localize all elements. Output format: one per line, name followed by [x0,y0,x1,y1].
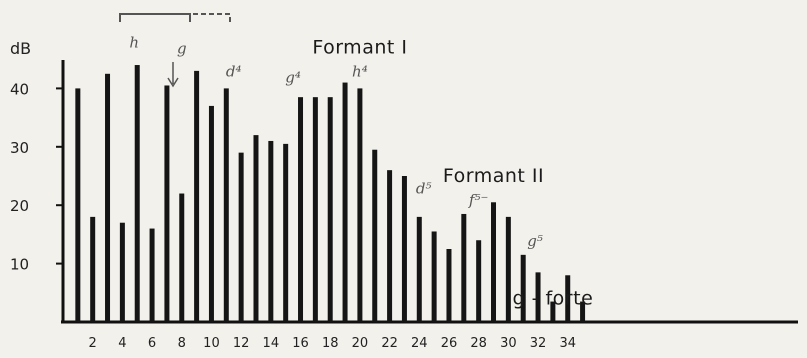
bar [565,275,571,322]
bar [401,176,407,322]
bar [179,193,185,322]
bar [283,143,289,322]
bar [223,88,229,323]
bar [372,149,378,322]
bar [505,216,511,322]
x-tick-label: 6 [148,336,156,351]
x-tick-label: 28 [470,336,487,351]
bar [268,140,274,322]
bar [461,213,467,322]
x-tick-label: 2 [89,336,97,351]
down-arrow-icon [167,62,179,88]
bar [134,65,140,322]
x-tick-label: 14 [263,336,280,351]
x-tick-label: 10 [203,336,220,351]
chart-annotation: Formant I [312,36,407,58]
bar [431,231,437,322]
handwritten-label: d⁴ [226,63,242,81]
handwritten-bracket [119,13,231,24]
handwritten-label: g⁵ [527,232,543,250]
handwritten-label: g [177,39,187,57]
x-tick-label: 30 [500,336,517,351]
bar [312,97,318,322]
x-tick-label: 20 [352,336,369,351]
handwritten-label: g⁴ [285,69,301,87]
bar [491,202,497,322]
chart-annotation: Formant II [443,165,544,187]
x-tick-label: 18 [322,336,339,351]
y-tick-label: 10 [10,256,29,274]
bar [253,135,259,322]
x-tick-label: 24 [411,336,428,351]
bars [75,65,586,323]
y-axis-label: dB [10,39,31,58]
bar [194,70,200,322]
bar [149,228,155,322]
bar [357,88,363,323]
annotations: Formant I Formant II g - forte [312,36,594,309]
x-tick-label: 16 [292,336,309,351]
handwritten-label: d⁵ [416,180,432,198]
chart-annotation: g - forte [513,287,594,309]
y-tick-label: 40 [10,80,29,98]
x-tick-label: 8 [178,336,186,351]
y-tick-label: 30 [10,139,29,157]
y-axis: dB 10 20 30 40 [10,39,65,322]
x-tick-label: 32 [530,336,547,351]
bar [446,249,452,322]
bar [327,97,333,322]
bar [520,254,526,322]
x-tick-label: 26 [441,336,458,351]
bar [342,82,348,322]
bar [75,88,81,323]
bar [416,216,422,322]
bar [105,73,111,322]
bar [298,97,304,322]
bar [90,216,96,322]
bar [238,152,244,322]
x-axis: 2 4 6 8 10 12 14 16 18 20 22 24 26 28 30 32 34 [61,320,798,351]
x-tick-label: 22 [381,336,398,351]
handwritten-label: h [129,34,139,52]
handwritten-label: h⁴ [352,63,368,81]
bar [476,240,482,322]
bar [550,301,556,322]
bar [387,170,393,322]
x-tick-label: 34 [559,336,576,351]
y-tick-label: 20 [10,197,29,215]
handwritten-notes: h g d⁴ g⁴ h⁴ d⁵ f⁵⁻ g⁵ [129,34,542,251]
handwritten-label: f⁵⁻ [468,191,488,209]
x-tick-label: 4 [118,336,126,351]
bar [119,222,125,322]
bar [580,301,586,322]
bar [535,272,541,322]
bar [208,105,214,322]
bar [164,85,170,322]
x-tick-label: 12 [233,336,250,351]
